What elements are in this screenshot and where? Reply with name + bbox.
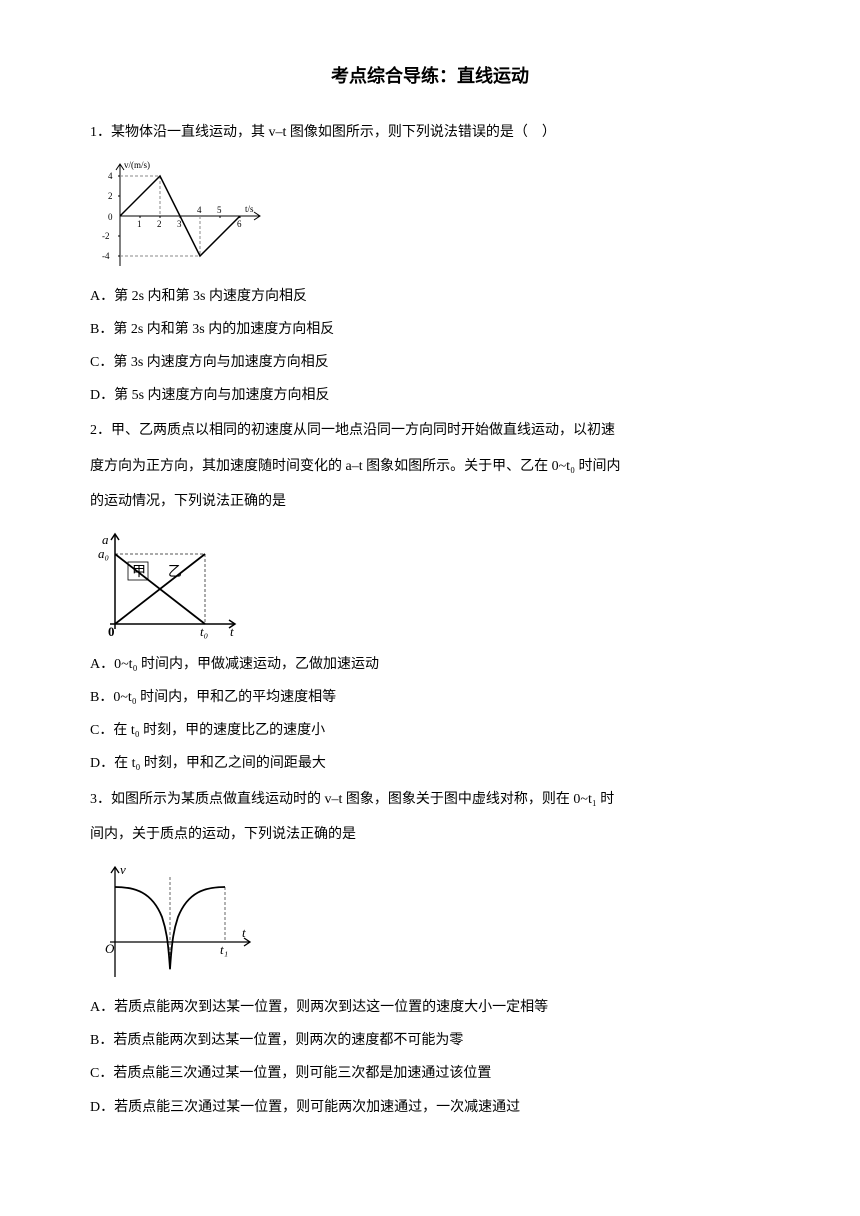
svg-text:1: 1 — [137, 219, 142, 229]
q2-stem-line3: 的运动情况，下列说法正确的是 — [90, 489, 770, 514]
q2-option-d: D．在 t₀ 时刻，甲和乙之间的间距最大 — [90, 751, 770, 776]
q2-option-c: C．在 t₀ 时刻，甲的速度比乙的速度小 — [90, 718, 770, 743]
q3-chart: v O t₁ t — [90, 857, 770, 987]
svg-text:-4: -4 — [102, 251, 110, 261]
q3-option-c: C．若质点能三次通过某一位置，则可能三次都是加速通过该位置 — [90, 1061, 770, 1086]
svg-text:5: 5 — [217, 205, 222, 215]
svg-text:t₁: t₁ — [220, 942, 228, 957]
svg-text:3: 3 — [177, 219, 182, 229]
svg-text:-2: -2 — [102, 231, 110, 241]
q3-option-b: B．若质点能两次到达某一位置，则两次的速度都不可能为零 — [90, 1028, 770, 1053]
q2-option-a: A．0~t₀ 时间内，甲做减速运动，乙做加速运动 — [90, 652, 770, 677]
q1-chart: v/(m/s) t/s 4 2 0 -2 -4 1 2 3 4 5 6 — [90, 156, 770, 276]
q1-option-d: D．第 5s 内速度方向与加速度方向相反 — [90, 383, 770, 408]
q2-stem-line2: 度方向为正方向，其加速度随时间变化的 a–t 图象如图所示。关于甲、乙在 0~t… — [90, 454, 770, 479]
q3-option-a: A．若质点能两次到达某一位置，则两次到达这一位置的速度大小一定相等 — [90, 995, 770, 1020]
q1-stem: 1．某物体沿一直线运动，其 v–t 图像如图所示，则下列说法错误的是（ ） — [90, 120, 770, 145]
q2-chart: a a₀ 0 t₀ t 甲 乙 — [90, 524, 770, 644]
svg-text:6: 6 — [237, 219, 242, 229]
q2-option-b: B．0~t₀ 时间内，甲和乙的平均速度相等 — [90, 685, 770, 710]
svg-text:0: 0 — [108, 212, 113, 222]
q2-label-yi: 乙 — [168, 564, 182, 580]
q1-option-b: B．第 2s 内和第 3s 内的加速度方向相反 — [90, 317, 770, 342]
svg-text:v: v — [120, 862, 126, 877]
q2-label-jia: 甲 — [132, 565, 146, 580]
svg-text:t₀: t₀ — [200, 624, 208, 639]
svg-text:2: 2 — [108, 191, 113, 201]
q3-stem-line2: 间内，关于质点的运动，下列说法正确的是 — [90, 822, 770, 847]
svg-text:t: t — [242, 925, 246, 940]
svg-text:O: O — [105, 941, 115, 956]
page-title: 考点综合导练：直线运动 — [90, 60, 770, 92]
svg-text:t: t — [230, 624, 234, 639]
q3-option-d: D．若质点能三次通过某一位置，则可能两次加速通过，一次减速通过 — [90, 1095, 770, 1120]
q2-stem-line1: 2．甲、乙两质点以相同的初速度从同一地点沿同一方向同时开始做直线运动，以初速 — [90, 418, 770, 443]
svg-text:a: a — [102, 532, 109, 547]
svg-text:4: 4 — [108, 171, 113, 181]
svg-text:4: 4 — [197, 205, 202, 215]
q1-option-a: A．第 2s 内和第 3s 内速度方向相反 — [90, 284, 770, 309]
svg-text:2: 2 — [157, 219, 162, 229]
q1-option-c: C．第 3s 内速度方向与加速度方向相反 — [90, 350, 770, 375]
svg-text:a₀: a₀ — [98, 546, 109, 561]
svg-text:t/s: t/s — [245, 204, 254, 214]
svg-text:0: 0 — [108, 624, 115, 639]
svg-text:v/(m/s): v/(m/s) — [124, 160, 150, 170]
q3-stem-line1: 3．如图所示为某质点做直线运动时的 v–t 图象，图象关于图中虚线对称，则在 0… — [90, 787, 770, 812]
